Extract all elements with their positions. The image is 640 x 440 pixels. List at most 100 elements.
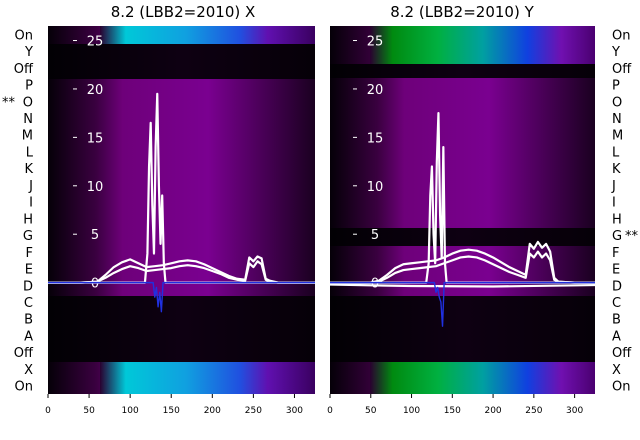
right-row-label: C — [612, 296, 621, 311]
left-series — [48, 92, 315, 313]
left-row-label: P — [25, 79, 33, 94]
left-x-tick-label: 50 — [83, 406, 95, 416]
left-row-label: G — [23, 229, 33, 244]
left-x-tick-label: 0 — [45, 406, 51, 416]
left-heatmap-on-band-top — [100, 26, 315, 44]
left-x-ticks: 0 50 100 150 200 250 300 — [45, 394, 303, 416]
right-y-tick-label: 0 — [371, 277, 379, 292]
left-row-label: L — [26, 145, 34, 160]
left-row-label: On — [15, 28, 33, 43]
left-x-tick-label: 250 — [245, 406, 262, 416]
left-row-label: N — [23, 112, 33, 127]
right-y-tick-label: 5 — [371, 228, 379, 243]
right-row-label: F — [612, 246, 619, 261]
right-row-label: G — [612, 229, 622, 244]
left-row-label: M — [22, 129, 33, 144]
left-row-label: C — [24, 296, 33, 311]
left-series-line-3 — [48, 281, 315, 313]
right-row-label: K — [612, 162, 621, 177]
left-x-tick-label: 100 — [122, 406, 139, 416]
right-heatmap-dark-band-top — [330, 64, 595, 78]
left-row-label: Off — [14, 346, 34, 361]
right-x-tick-label: 100 — [403, 406, 420, 416]
right-panel: 8.2 (LBB2=2010) Y 0 5 10 15 20 25 On Y Off PONML… — [327, 3, 638, 416]
right-heatmap-on-band-top — [370, 26, 595, 64]
left-series-line-0 — [48, 255, 315, 284]
right-row-label: O — [612, 95, 622, 110]
left-row-label: Y — [24, 45, 33, 60]
left-series-line-1 — [48, 260, 315, 284]
left-y-tick-label: 15 — [87, 131, 104, 146]
right-row-label: H — [612, 212, 622, 227]
left-y-tick-label: 0 — [91, 277, 99, 292]
right-row-label: M — [612, 129, 623, 144]
right-panel-title: 8.2 (LBB2=2010) Y — [390, 3, 534, 21]
left-y-ticks: 0 5 10 15 20 25 — [73, 35, 103, 292]
left-row-label: B — [24, 313, 33, 328]
left-series-line-2 — [48, 92, 315, 284]
right-series-line-2 — [330, 112, 595, 284]
right-heatmap-dark-band-bottom — [330, 296, 595, 362]
right-row-label: E — [612, 263, 620, 278]
left-row-label: J — [28, 179, 33, 194]
left-row-label: O — [23, 95, 33, 110]
right-row-marker: ** — [625, 229, 639, 244]
left-y-tick-label: 25 — [87, 35, 104, 50]
left-heatmap-dark-band-top — [48, 44, 315, 79]
left-row-label: E — [25, 263, 33, 278]
right-y-ticks: 0 5 10 15 20 25 — [353, 35, 383, 292]
right-y-tick-label: 20 — [367, 83, 384, 98]
left-x-tick-label: 300 — [286, 406, 303, 416]
right-series-line-4 — [330, 281, 595, 327]
right-series-line-3 — [329, 283, 596, 288]
right-x-tick-label: 200 — [484, 406, 501, 416]
left-row-label: On — [15, 380, 33, 395]
right-series-line-1 — [330, 250, 595, 284]
right-row-label: I — [612, 196, 616, 211]
left-row-label: Off — [14, 62, 34, 77]
left-row-label: X — [24, 363, 33, 378]
right-x-ticks: 0 50 100 150 200 250 300 — [327, 394, 583, 416]
left-row-marker: ** — [2, 95, 16, 110]
right-row-label: A — [612, 329, 621, 344]
left-heatmap-dark-band-bottom — [48, 296, 315, 362]
right-row-label: P — [612, 79, 620, 94]
right-y-tick-label: 25 — [367, 35, 384, 50]
right-x-tick-label: 0 — [327, 406, 333, 416]
left-row-label: A — [24, 329, 33, 344]
left-x-tick-label: 200 — [204, 406, 221, 416]
left-row-label: F — [26, 246, 33, 261]
left-row-label: D — [23, 279, 33, 294]
right-row-label: Off — [612, 62, 632, 77]
left-panel: 8.2 (LBB2=2010) X 0 5 10 15 20 25 On Y Off PONML… — [2, 3, 315, 416]
right-row-label: D — [612, 279, 622, 294]
right-row-label: L — [612, 145, 620, 160]
left-heatmap-on-band-bottom — [100, 362, 315, 394]
left-row-label: I — [29, 196, 33, 211]
right-row-label: On — [612, 380, 630, 395]
right-y-tick-label: 10 — [367, 180, 384, 195]
right-x-tick-label: 250 — [525, 406, 542, 416]
right-x-tick-label: 300 — [566, 406, 583, 416]
left-panel-title: 8.2 (LBB2=2010) X — [111, 3, 256, 21]
right-heatmap-dark-band-middle — [330, 228, 595, 246]
left-y-tick-label: 20 — [87, 83, 104, 98]
right-heatmap-on-band-bottom — [370, 362, 595, 394]
right-series-line-0 — [330, 240, 595, 284]
left-row-label: H — [23, 212, 33, 227]
right-row-label: J — [611, 179, 616, 194]
right-row-label: N — [612, 112, 622, 127]
right-row-label: X — [612, 363, 621, 378]
left-y-tick-label: 10 — [87, 180, 104, 195]
right-y-tick-label: 15 — [367, 131, 384, 146]
right-x-tick-label: 150 — [444, 406, 461, 416]
right-row-label: B — [612, 313, 621, 328]
left-row-label: K — [24, 162, 33, 177]
right-series — [329, 112, 596, 327]
right-x-tick-label: 50 — [365, 406, 377, 416]
left-y-tick-label: 5 — [91, 228, 99, 243]
right-row-label: Off — [612, 346, 632, 361]
